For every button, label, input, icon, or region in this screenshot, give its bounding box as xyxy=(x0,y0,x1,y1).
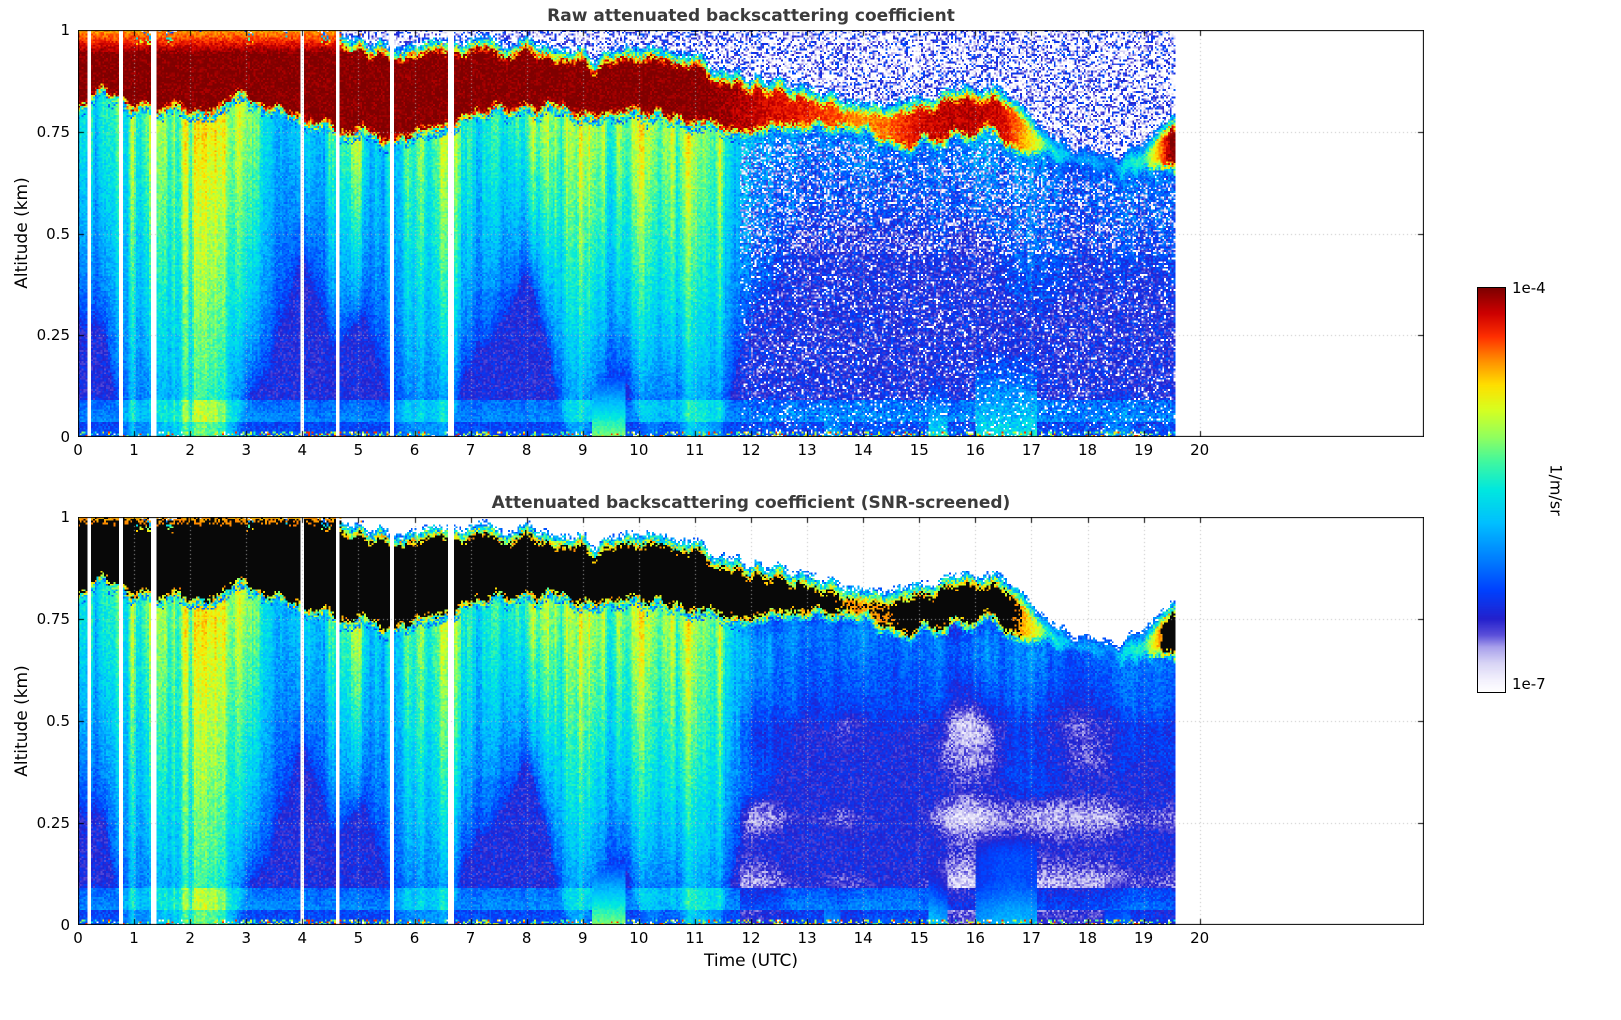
x-tick-label: 0 xyxy=(73,441,83,459)
x-tick-label: 17 xyxy=(1021,441,1041,459)
colorbar-unit-label: 1/m/sr xyxy=(1546,464,1566,516)
panel1-axes xyxy=(78,30,1424,437)
x-tick-label: 19 xyxy=(1134,441,1154,459)
panel1-title: Raw attenuated backscattering coefficien… xyxy=(547,6,955,26)
x-tick-label: 16 xyxy=(965,929,985,947)
x-tick-label: 15 xyxy=(909,441,929,459)
x-tick-label: 5 xyxy=(353,441,364,459)
x-tick-label: 18 xyxy=(1077,441,1098,459)
x-tick-label: 4 xyxy=(297,441,308,459)
x-tick-label: 12 xyxy=(741,441,761,459)
x-tick-label: 13 xyxy=(797,441,817,459)
x-tick-label: 20 xyxy=(1190,929,1210,947)
y-tick-label: 0.25 xyxy=(36,814,70,832)
colorbar-max-label: 1e-4 xyxy=(1512,279,1546,297)
x-axis-label: Time (UTC) xyxy=(704,951,798,971)
x-tick-label: 12 xyxy=(741,929,761,947)
x-tick-label: 7 xyxy=(465,441,476,459)
x-tick-label: 4 xyxy=(297,929,308,947)
x-tick-label: 0 xyxy=(73,929,83,947)
x-tick-label: 7 xyxy=(465,929,476,947)
x-tick-label: 9 xyxy=(577,441,588,459)
x-tick-label: 17 xyxy=(1021,929,1041,947)
panel1-grid-frame xyxy=(78,30,1424,437)
x-tick-label: 8 xyxy=(521,929,532,947)
colorbar-min-label: 1e-7 xyxy=(1512,675,1546,693)
x-tick-label: 1 xyxy=(129,441,139,459)
x-tick-label: 20 xyxy=(1190,441,1210,459)
x-tick-label: 5 xyxy=(353,929,364,947)
y-tick-label: 0.75 xyxy=(36,610,70,628)
panel2-title: Attenuated backscattering coefficient (S… xyxy=(491,493,1011,513)
y-tick-label: 0 xyxy=(60,916,70,934)
y-tick-label: 1 xyxy=(60,508,70,526)
x-tick-label: 11 xyxy=(685,929,705,947)
x-tick-label: 6 xyxy=(409,929,420,947)
x-tick-label: 18 xyxy=(1077,929,1098,947)
x-tick-label: 2 xyxy=(185,441,195,459)
y-tick-label: 0.5 xyxy=(46,712,70,730)
x-tick-label: 10 xyxy=(629,929,649,947)
panel2-grid-frame xyxy=(78,517,1424,925)
x-tick-label: 19 xyxy=(1134,929,1154,947)
x-tick-label: 15 xyxy=(909,929,929,947)
x-tick-label: 2 xyxy=(185,929,195,947)
x-tick-label: 14 xyxy=(853,441,873,459)
y-tick-label: 0.25 xyxy=(36,326,70,345)
y-tick-label: 0.75 xyxy=(36,122,70,141)
y-tick-label: 0 xyxy=(60,428,70,446)
x-tick-label: 8 xyxy=(521,441,532,459)
x-tick-label: 10 xyxy=(629,441,649,459)
x-tick-label: 3 xyxy=(241,441,252,459)
x-tick-label: 3 xyxy=(241,929,252,947)
x-tick-label: 11 xyxy=(685,441,705,459)
colorbar xyxy=(1477,287,1506,693)
x-tick-label: 9 xyxy=(577,929,588,947)
y-tick-label: 0.5 xyxy=(46,224,70,243)
x-tick-label: 6 xyxy=(409,441,420,459)
x-tick-label: 1 xyxy=(129,929,139,947)
y-tick-label: 1 xyxy=(60,21,70,39)
x-tick-label: 16 xyxy=(965,441,985,459)
x-tick-label: 13 xyxy=(797,929,817,947)
panel2-axes xyxy=(78,517,1424,925)
x-tick-label: 14 xyxy=(853,929,873,947)
